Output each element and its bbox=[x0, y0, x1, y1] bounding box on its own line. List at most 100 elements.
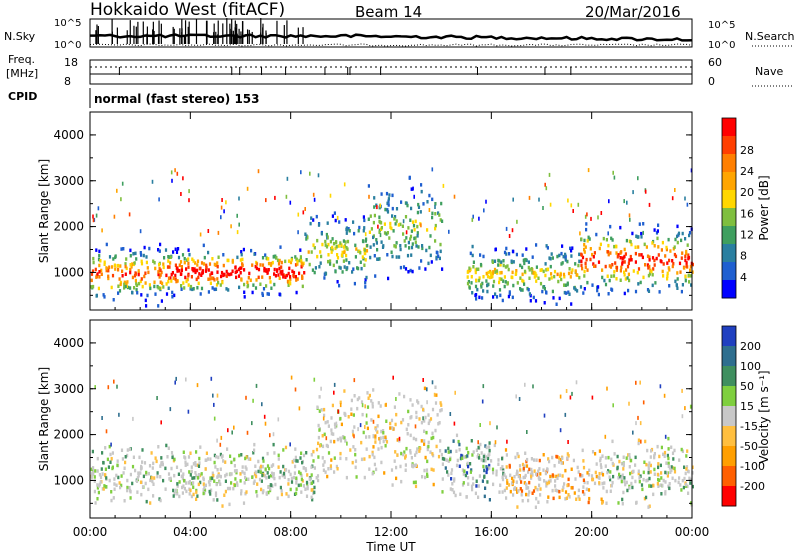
range-cell bbox=[273, 282, 276, 287]
range-cell bbox=[138, 281, 141, 286]
range-cell bbox=[295, 459, 298, 463]
range-cell bbox=[224, 460, 227, 464]
range-cell bbox=[335, 421, 338, 426]
range-cell bbox=[556, 272, 559, 277]
range-cell bbox=[120, 448, 124, 452]
range-cell bbox=[215, 482, 218, 487]
range-cell bbox=[113, 214, 116, 219]
range-cell bbox=[270, 471, 274, 476]
range-cell bbox=[241, 257, 244, 262]
range-cell bbox=[225, 269, 228, 274]
range-cell bbox=[289, 200, 292, 205]
range-cell bbox=[414, 424, 417, 429]
range-cell bbox=[405, 446, 408, 451]
range-cell bbox=[151, 179, 154, 184]
range-cell bbox=[404, 215, 408, 219]
range-cell bbox=[257, 169, 260, 174]
range-cell bbox=[681, 414, 684, 419]
range-cell bbox=[107, 465, 110, 469]
range-cell bbox=[304, 207, 306, 211]
range-cell bbox=[658, 290, 661, 294]
range-cell bbox=[492, 284, 495, 288]
range-cell bbox=[524, 382, 526, 387]
range-cell bbox=[515, 487, 518, 491]
range-cell bbox=[402, 232, 405, 236]
range-cell bbox=[145, 304, 148, 308]
cpid-panel: CPID normal (fast stereo) 153 bbox=[8, 88, 260, 108]
range-cell bbox=[562, 272, 566, 277]
range-cell bbox=[268, 276, 271, 280]
range-cell bbox=[280, 492, 283, 497]
range-cell bbox=[129, 254, 132, 258]
colorbar-tick-label: 15 bbox=[740, 400, 754, 413]
range-cell bbox=[379, 440, 381, 445]
freq-tick-bottom: 8 bbox=[64, 75, 71, 88]
range-cell bbox=[425, 430, 428, 435]
range-cell bbox=[667, 447, 670, 451]
range-cell bbox=[441, 267, 444, 271]
range-cell bbox=[488, 452, 491, 457]
range-cell bbox=[154, 266, 157, 271]
range-cell bbox=[499, 271, 502, 275]
range-cell bbox=[316, 405, 319, 409]
range-cell bbox=[523, 464, 526, 468]
range-cell bbox=[226, 272, 229, 276]
range-cell bbox=[113, 379, 115, 384]
range-cell bbox=[234, 265, 237, 269]
range-cell bbox=[551, 289, 554, 294]
range-cell bbox=[112, 298, 115, 302]
nsky-tick-top: 10^5 bbox=[54, 18, 81, 29]
range-cell bbox=[299, 248, 302, 252]
range-cell bbox=[300, 170, 302, 175]
range-cell bbox=[305, 237, 308, 241]
range-cell bbox=[377, 414, 380, 419]
range-cell bbox=[399, 247, 402, 252]
range-cell bbox=[380, 226, 383, 230]
range-cell bbox=[566, 456, 569, 460]
range-cell bbox=[486, 289, 489, 294]
range-cell bbox=[665, 247, 668, 252]
range-cell bbox=[425, 468, 429, 472]
range-cell bbox=[395, 241, 398, 245]
range-cell bbox=[676, 277, 679, 281]
range-cell bbox=[183, 257, 186, 261]
range-cell bbox=[563, 482, 566, 486]
range-cell bbox=[143, 245, 146, 250]
range-cell bbox=[607, 250, 610, 254]
range-cell bbox=[535, 279, 538, 283]
range-cell bbox=[393, 244, 396, 248]
range-cell bbox=[484, 444, 487, 448]
range-cell bbox=[523, 269, 527, 274]
colorbar-frame bbox=[721, 117, 737, 299]
range-cell bbox=[197, 482, 200, 487]
range-cell bbox=[107, 268, 110, 273]
range-cell bbox=[238, 285, 241, 290]
range-cell bbox=[139, 471, 142, 475]
range-cell bbox=[664, 470, 667, 475]
range-cell bbox=[243, 295, 246, 299]
range-cell bbox=[507, 267, 510, 272]
range-cell bbox=[140, 259, 143, 264]
range-cell bbox=[230, 472, 233, 476]
range-cell bbox=[551, 256, 554, 260]
range-cell bbox=[585, 222, 588, 226]
range-cell bbox=[673, 245, 676, 249]
range-cell bbox=[121, 181, 124, 186]
range-cell bbox=[366, 391, 369, 395]
range-cell bbox=[508, 290, 511, 294]
range-cell bbox=[316, 254, 319, 259]
range-cell bbox=[523, 258, 526, 262]
range-cell bbox=[649, 470, 652, 474]
range-cell bbox=[313, 377, 316, 382]
colorbar-swatch bbox=[722, 486, 736, 507]
range-cell bbox=[347, 415, 350, 419]
range-cell bbox=[312, 243, 315, 247]
range-cell bbox=[597, 475, 600, 480]
colorbar-swatch bbox=[722, 190, 736, 209]
range-cell bbox=[292, 270, 296, 275]
range-cell bbox=[204, 483, 207, 488]
range-cell bbox=[123, 286, 126, 290]
range-cell bbox=[164, 466, 167, 471]
range-cell bbox=[687, 469, 690, 474]
range-cell bbox=[648, 504, 651, 508]
